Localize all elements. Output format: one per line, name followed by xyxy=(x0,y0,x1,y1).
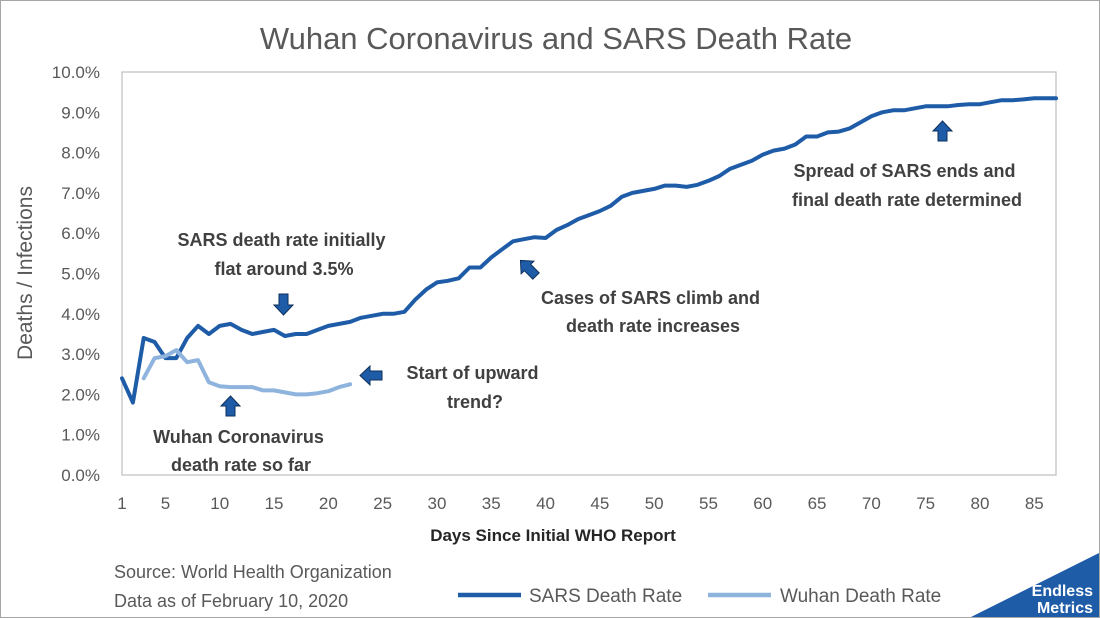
y-tick-label: 7.0% xyxy=(61,184,100,203)
arrow-left-icon xyxy=(359,364,383,387)
x-tick-label: 75 xyxy=(916,494,935,513)
y-tick-label: 8.0% xyxy=(61,144,100,163)
x-tick-label: 50 xyxy=(645,494,664,513)
source-line-1: Source: World Health Organization xyxy=(114,562,392,582)
x-tick-label: 80 xyxy=(971,494,990,513)
x-tick-label: 5 xyxy=(161,494,170,513)
legend: SARS Death Rate Wuhan Death Rate xyxy=(458,586,941,607)
y-tick-label: 6.0% xyxy=(61,224,100,243)
annotation-upward-trend: Start of upward trend? xyxy=(359,363,543,412)
series-line-wuhan xyxy=(141,348,353,397)
x-tick-label: 25 xyxy=(373,494,392,513)
y-tick-label: 1.0% xyxy=(61,426,100,445)
annotation-line: Cases of SARS climb and xyxy=(541,288,760,308)
y-axis: 0.0% 1.0% 2.0% 3.0% 4.0% 5.0% 6.0% 7.0% 8.0% 9.0%… xyxy=(52,63,100,485)
x-tick-label: 40 xyxy=(536,494,555,513)
y-tick-label: 9.0% xyxy=(61,103,100,122)
annotation-line: Start of upward xyxy=(406,363,538,383)
x-tick-label: 10 xyxy=(210,494,229,513)
annotation-text: Cases of SARS climb and death rate incre… xyxy=(541,288,765,336)
annotation-line: final death rate determined xyxy=(792,190,1022,210)
x-tick-label: 65 xyxy=(808,494,827,513)
x-tick-label: 30 xyxy=(427,494,446,513)
x-tick-label: 55 xyxy=(699,494,718,513)
y-tick-label: 0.0% xyxy=(61,466,100,485)
annotation-line: death rate increases xyxy=(566,316,740,336)
y-axis-title: Deaths / Infections xyxy=(14,186,37,360)
x-tick-label: 20 xyxy=(319,494,338,513)
x-tick-label: 85 xyxy=(1025,494,1044,513)
source-line-2: Data as of February 10, 2020 xyxy=(114,591,348,611)
series-layer xyxy=(120,96,1058,405)
endless-metrics-logo: Endless Metrics xyxy=(971,553,1099,617)
x-tick-label: 1 xyxy=(117,494,126,513)
annotation-wuhan: Wuhan Coronavirus death rate so far xyxy=(153,395,329,475)
legend-label-wuhan: Wuhan Death Rate xyxy=(780,586,941,607)
y-tick-label: 10.0% xyxy=(52,63,100,82)
plot-area xyxy=(121,71,1057,476)
logo-line-1: Endless xyxy=(1032,583,1093,600)
annotation-line: Wuhan Coronavirus xyxy=(153,427,324,447)
annotation-text: SARS death rate initially flat around 3.… xyxy=(177,230,390,279)
x-tick-label: 35 xyxy=(482,494,501,513)
y-tick-label: 3.0% xyxy=(61,345,100,364)
annotation-sars-climb: Cases of SARS climb and death rate incre… xyxy=(519,259,765,336)
y-tick-label: 5.0% xyxy=(61,265,100,284)
x-tick-label: 15 xyxy=(265,494,284,513)
annotation-sars-ends: Spread of SARS ends and final death rate… xyxy=(792,120,1022,210)
chart-title: Wuhan Coronavirus and SARS Death Rate xyxy=(260,21,852,56)
annotation-sars-flat: SARS death rate initially flat around 3.… xyxy=(177,230,390,316)
arrow-up-icon xyxy=(219,395,242,417)
arrow-up-icon xyxy=(931,120,954,142)
annotation-text: Spread of SARS ends and final death rate… xyxy=(792,161,1022,210)
x-tick-label: 45 xyxy=(590,494,609,513)
logo-line-2: Metrics xyxy=(1037,600,1093,617)
x-tick-label: 60 xyxy=(753,494,772,513)
annotation-text: Start of upward trend? xyxy=(406,363,543,412)
arrow-up-left-icon xyxy=(519,259,540,280)
series-line-sars xyxy=(120,96,1058,405)
annotation-text: Wuhan Coronavirus death rate so far xyxy=(153,427,329,475)
arrow-down-icon xyxy=(272,293,295,316)
annotation-line: death rate so far xyxy=(171,455,311,475)
legend-label-sars: SARS Death Rate xyxy=(529,586,682,607)
annotation-line: trend? xyxy=(447,392,503,412)
x-axis-title: Days Since Initial WHO Report xyxy=(430,526,676,545)
logo-triangle xyxy=(971,553,1099,617)
annotation-line: SARS death rate initially xyxy=(177,230,385,250)
annotation-line: Spread of SARS ends and xyxy=(793,161,1015,181)
annotation-line: flat around 3.5% xyxy=(214,259,353,279)
y-tick-label: 2.0% xyxy=(61,385,100,404)
y-tick-label: 4.0% xyxy=(61,305,100,324)
x-axis: 1 5 10 15 20 25 30 35 40 45 50 55 60 65 70 75 80 85 xyxy=(117,494,1043,513)
x-tick-label: 70 xyxy=(862,494,881,513)
